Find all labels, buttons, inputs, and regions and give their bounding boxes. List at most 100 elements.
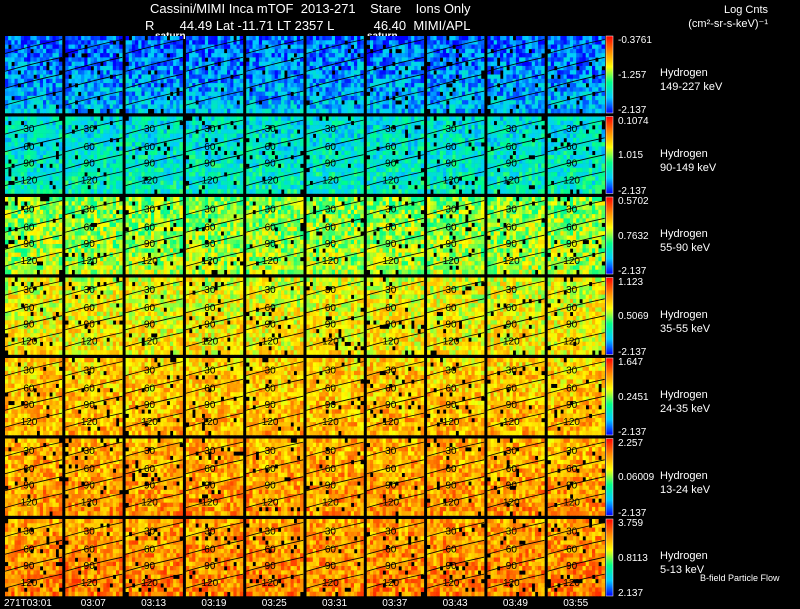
heatmap-cell — [277, 61, 282, 67]
heatmap-cell — [306, 78, 310, 84]
heatmap-cell — [138, 57, 142, 62]
heatmap-cell — [195, 150, 199, 156]
heatmap-cell — [103, 137, 107, 143]
heatmap-cell — [11, 83, 15, 88]
heatmap-cell — [71, 104, 76, 110]
heatmap-cell — [452, 108, 456, 114]
heatmap-cell — [71, 74, 76, 80]
heatmap-cell — [39, 184, 44, 190]
heatmap-cell — [160, 87, 164, 92]
heatmap-cell — [401, 70, 406, 75]
heatmap-cell — [522, 70, 526, 75]
heatmap-cell — [373, 104, 377, 110]
heatmap-cell — [592, 95, 596, 101]
heatmap-cell — [354, 108, 358, 114]
heatmap-cell — [569, 40, 574, 45]
heatmap-cell — [119, 36, 123, 41]
heatmap-cell — [217, 159, 222, 164]
heatmap-cell — [271, 180, 275, 186]
heatmap-cell — [309, 116, 314, 122]
heatmap-cell — [325, 65, 329, 71]
heatmap-cell — [525, 57, 529, 62]
heatmap-cell — [595, 100, 599, 105]
heatmap-cell — [115, 44, 120, 50]
heatmap-cell — [268, 104, 272, 110]
heatmap-cell — [125, 70, 130, 75]
heatmap-cell — [204, 159, 209, 164]
heatmap-cell — [468, 48, 472, 54]
heatmap-cell — [335, 159, 339, 164]
heatmap-cell — [109, 142, 114, 147]
heatmap-cell — [147, 116, 152, 122]
heatmap-cell — [157, 74, 161, 80]
heatmap-cell — [65, 180, 69, 186]
heatmap-cell — [217, 155, 222, 160]
heatmap-cell — [503, 95, 507, 101]
heatmap-cell — [265, 155, 269, 160]
heatmap-cell — [163, 36, 168, 41]
heatmap-cell — [290, 44, 294, 50]
heatmap-cell — [211, 48, 215, 54]
heatmap-cell — [81, 70, 85, 75]
heatmap-cell — [519, 100, 523, 105]
heatmap-cell — [173, 48, 177, 54]
heatmap-cell — [96, 104, 101, 110]
heatmap-cell — [46, 95, 50, 101]
heatmap-cell — [401, 74, 406, 80]
heatmap-cell — [96, 44, 101, 50]
heatmap-cell — [195, 70, 199, 75]
heatmap-cell — [566, 44, 571, 50]
heatmap-cell — [106, 48, 110, 54]
heatmap-cell — [214, 40, 218, 45]
heatmap-cell — [430, 91, 434, 97]
heatmap-cell — [404, 36, 409, 41]
heatmap-cell — [147, 133, 152, 139]
heatmap-cell — [192, 57, 196, 62]
heatmap-cell — [328, 104, 333, 110]
heatmap-cell — [93, 48, 98, 54]
heatmap-cell — [471, 104, 475, 110]
heatmap-cell — [96, 142, 101, 147]
heatmap-cell — [557, 57, 561, 62]
heatmap-cell — [96, 159, 101, 164]
heatmap-cell — [24, 150, 28, 156]
heatmap-cell — [185, 146, 190, 152]
heatmap-cell — [176, 74, 180, 80]
heatmap-cell — [557, 91, 561, 97]
heatmap-cell — [373, 70, 377, 75]
heatmap-cell — [290, 133, 294, 139]
heatmap-cell — [163, 137, 168, 143]
heatmap-cell — [325, 36, 329, 41]
heatmap-cell — [325, 70, 329, 75]
heatmap-cell — [24, 74, 28, 80]
heatmap-cell — [11, 120, 15, 126]
heatmap-cell — [154, 180, 158, 186]
heatmap-cell — [176, 184, 180, 190]
heatmap-cell — [39, 48, 44, 54]
heatmap-cell — [503, 61, 507, 67]
heatmap-cell — [68, 176, 72, 181]
heatmap-cell — [74, 176, 79, 181]
heatmap-cell — [201, 48, 206, 54]
heatmap-cell — [347, 180, 352, 186]
heatmap-cell — [566, 74, 571, 80]
heatmap-cell — [281, 142, 285, 147]
heatmap-cell — [579, 61, 583, 67]
heatmap-cell — [325, 91, 329, 97]
heatmap-cell — [20, 70, 25, 75]
heatmap-cell — [588, 95, 593, 101]
heatmap-cell — [119, 61, 123, 67]
heatmap-cell — [135, 180, 139, 186]
heatmap-cell — [163, 176, 168, 181]
heatmap-cell — [131, 120, 136, 126]
heatmap-cell — [490, 83, 495, 88]
heatmap-cell — [68, 184, 72, 190]
pitch-angle-tick: 30 — [144, 124, 156, 135]
heatmap-cell — [341, 53, 345, 58]
heatmap-cell — [341, 91, 345, 97]
heatmap-cell — [401, 65, 406, 71]
heatmap-cell — [430, 78, 434, 84]
heatmap-cell — [293, 78, 298, 84]
heatmap-cell — [439, 53, 444, 58]
heatmap-cell — [287, 53, 291, 58]
